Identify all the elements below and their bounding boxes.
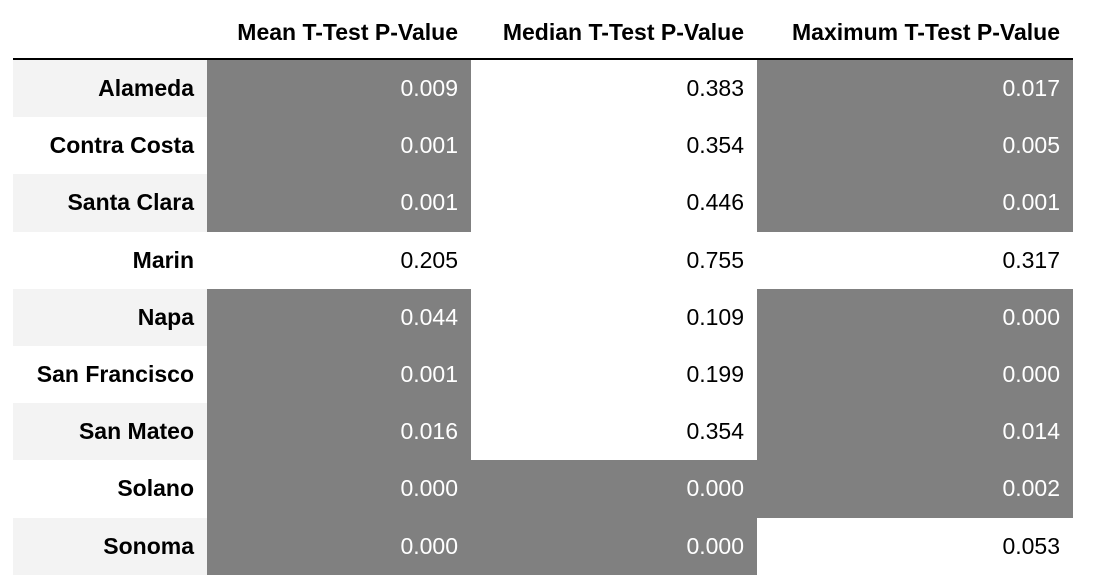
- table-row: Sonoma 0.000 0.000 0.053: [13, 517, 1073, 575]
- column-header-maximum: Maximum T-Test P-Value: [792, 19, 1060, 45]
- cell-median-p-value: 0.354: [471, 117, 757, 175]
- table-row: Napa 0.044 0.109 0.000: [13, 288, 1073, 346]
- row-label: San Mateo: [13, 403, 207, 461]
- row-label: Alameda: [13, 60, 207, 118]
- cell-mean-p-value: 0.044: [207, 288, 471, 346]
- table-row: Contra Costa 0.001 0.354 0.005: [13, 117, 1073, 175]
- cell-maximum-p-value: 0.000: [757, 288, 1073, 346]
- cell-median-p-value: 0.446: [471, 174, 757, 232]
- cell-mean-p-value: 0.000: [207, 460, 471, 518]
- table-row: Marin 0.205 0.755 0.317: [13, 231, 1073, 289]
- cell-median-p-value: 0.000: [471, 517, 757, 575]
- row-label: Solano: [117, 475, 194, 502]
- cell-median-p-value: 0.755: [471, 231, 757, 289]
- row-label: Santa Clara: [13, 174, 207, 232]
- cell-maximum-p-value: 0.001: [757, 174, 1073, 232]
- table-row: San Mateo 0.016 0.354 0.014: [13, 403, 1073, 461]
- cell-median-p-value: 0.000: [471, 460, 757, 518]
- cell-maximum-p-value: 0.000: [757, 345, 1073, 404]
- cell-median-p-value: 0.199: [471, 345, 757, 404]
- column-header-median: Median T-Test P-Value: [502, 19, 744, 45]
- cell-mean-p-value: 0.001: [207, 174, 471, 232]
- row-label: Contra Costa: [49, 132, 194, 159]
- cell-maximum-p-value: 0.014: [757, 403, 1073, 461]
- row-label: Napa: [13, 288, 207, 346]
- cell-mean-p-value: 0.205: [207, 231, 471, 289]
- row-label: San Francisco: [36, 360, 194, 387]
- cell-maximum-p-value: 0.002: [757, 460, 1073, 518]
- cell-mean-p-value: 0.016: [207, 403, 471, 461]
- cell-maximum-p-value: 0.005: [757, 117, 1073, 175]
- column-header-mean: Mean T-Test P-Value: [237, 19, 458, 45]
- cell-mean-p-value: 0.009: [207, 60, 471, 118]
- table-row: Santa Clara 0.001 0.446 0.001: [13, 174, 1073, 232]
- cell-maximum-p-value: 0.317: [757, 231, 1073, 289]
- cell-maximum-p-value: 0.053: [757, 517, 1073, 575]
- row-label: Marin: [132, 246, 194, 273]
- cell-median-p-value: 0.109: [471, 288, 757, 346]
- table-row: Alameda 0.009 0.383 0.017: [13, 60, 1073, 118]
- cell-mean-p-value: 0.001: [207, 345, 471, 404]
- cell-maximum-p-value: 0.017: [757, 60, 1073, 118]
- p-value-table: Mean T-Test P-Value Median T-Test P-Valu…: [13, 0, 1073, 575]
- table-row: San Francisco 0.001 0.199 0.000: [13, 345, 1073, 404]
- cell-mean-p-value: 0.001: [207, 117, 471, 175]
- table-body: Alameda 0.009 0.383 0.017 Contra Costa 0.001 0…: [13, 60, 1073, 575]
- cell-median-p-value: 0.354: [471, 403, 757, 461]
- row-label: Sonoma: [13, 517, 207, 575]
- cell-mean-p-value: 0.000: [207, 517, 471, 575]
- cell-median-p-value: 0.383: [471, 60, 757, 118]
- table-row: Solano 0.000 0.000 0.002: [13, 460, 1073, 518]
- table-header: Mean T-Test P-Value Median T-Test P-Valu…: [13, 0, 1073, 60]
